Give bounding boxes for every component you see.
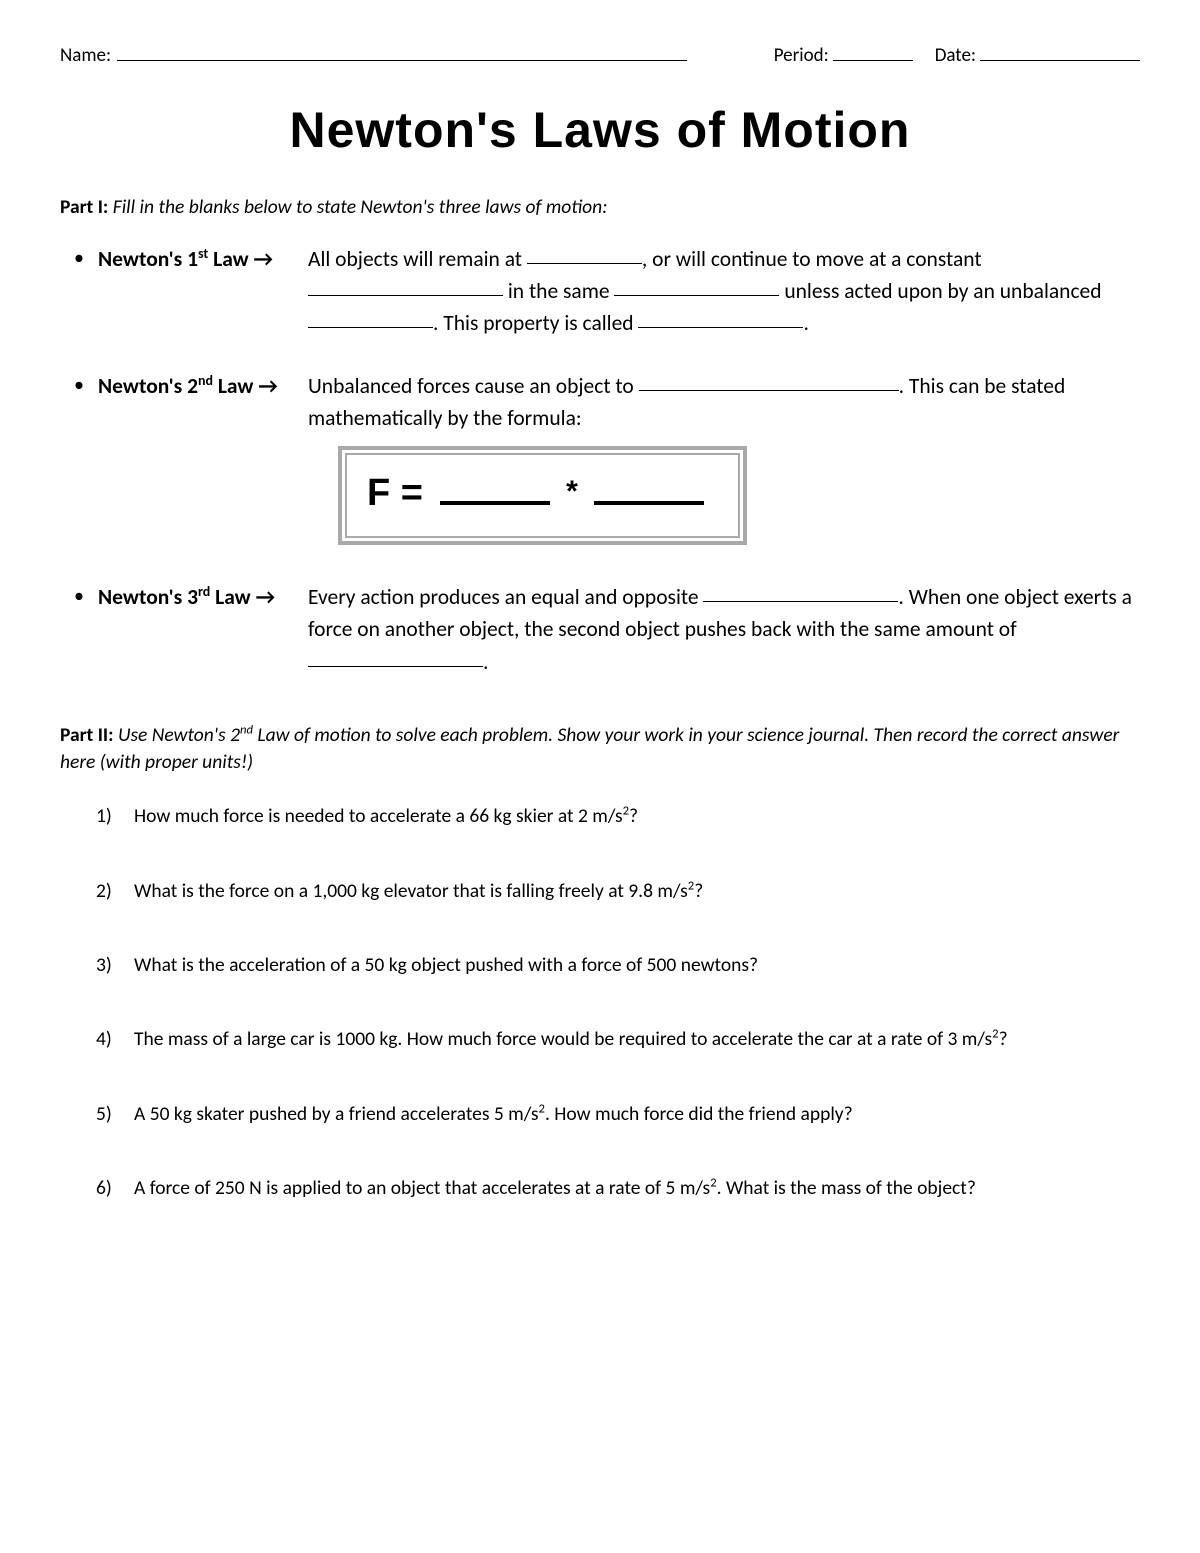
law-1-ord: st — [198, 245, 208, 262]
part1-label: Part I: — [60, 195, 108, 219]
law-2: • Newton's 2nd Law → Unbalanced forces c… — [60, 370, 1140, 552]
period-blank[interactable] — [833, 40, 913, 61]
header: Name: Period: Date: — [60, 40, 1140, 67]
law-1-body: All objects will remain at , or will con… — [308, 243, 1140, 340]
law3-seg3: . — [483, 649, 488, 675]
problem-text: The mass of a large car is 1000 kg. How … — [134, 1025, 1140, 1053]
problems-list: 1) How much force is needed to accelerat… — [60, 802, 1140, 1202]
problem-5: 5) A 50 kg skater pushed by a friend acc… — [96, 1100, 1140, 1128]
arrow-icon: → — [258, 373, 277, 399]
q-a: A force of 250 N is applied to an object… — [134, 1176, 710, 1200]
part2-instr-ord: nd — [240, 722, 253, 737]
problem-2: 2) What is the force on a 1,000 kg eleva… — [96, 877, 1140, 905]
formula-f: F = — [367, 472, 434, 514]
problem-text: A 50 kg skater pushed by a friend accele… — [134, 1100, 1140, 1128]
q-b: . How much force did the friend apply? — [545, 1102, 853, 1126]
law1-blank2[interactable] — [308, 275, 503, 297]
law1-seg6: . — [803, 310, 808, 336]
law2-blank1[interactable] — [639, 369, 899, 391]
law1-seg4: unless acted upon by an unbalanced — [779, 278, 1101, 304]
problem-num: 4) — [96, 1025, 134, 1053]
part2-instructions: Use Newton's 2nd Law of motion to solve … — [60, 723, 1119, 774]
name-blank[interactable] — [117, 40, 687, 61]
problem-4: 4) The mass of a large car is 1000 kg. H… — [96, 1025, 1140, 1053]
law-2-body: Unbalanced forces cause an object to . T… — [308, 370, 1140, 552]
law2-seg1: Unbalanced forces cause an object to — [308, 373, 639, 399]
problem-text: What is the force on a 1,000 kg elevator… — [134, 877, 1140, 905]
part1-instructions: Fill in the blanks below to state Newton… — [113, 195, 608, 219]
law-1-label: Newton's 1st Law → — [98, 243, 308, 340]
problem-1: 1) How much force is needed to accelerat… — [96, 802, 1140, 830]
formula-blank2[interactable] — [594, 473, 704, 505]
formula-box: F = * — [338, 446, 1140, 545]
q-b: ? — [999, 1027, 1008, 1051]
arrow-icon: → — [254, 246, 273, 272]
q-b: ? — [694, 879, 703, 903]
law1-seg1: All objects will remain at — [308, 246, 527, 272]
problem-num: 2) — [96, 877, 134, 905]
law1-blank3[interactable] — [614, 275, 779, 297]
problem-num: 1) — [96, 802, 134, 830]
law-2-ord: nd — [198, 371, 213, 388]
law-3: • Newton's 3rd Law → Every action produc… — [60, 581, 1140, 678]
part1-heading: Part I: Fill in the blanks below to stat… — [60, 195, 1140, 219]
name-label: Name: — [60, 44, 111, 67]
law1-seg2: , or will continue to move at a constant — [642, 246, 982, 272]
problem-num: 5) — [96, 1100, 134, 1128]
law3-seg1: Every action produces an equal and oppos… — [308, 584, 703, 610]
law-3-prefix: Newton's 3 — [98, 584, 198, 610]
worksheet-page: Name: Period: Date: Newton's Laws of Mot… — [0, 0, 1200, 1553]
law-2-label: Newton's 2nd Law → — [98, 370, 308, 552]
laws-list: • Newton's 1st Law → All objects will re… — [60, 243, 1140, 678]
law-1-prefix: Newton's 1 — [98, 246, 198, 272]
problem-num: 6) — [96, 1174, 134, 1202]
law3-blank2[interactable] — [308, 645, 483, 667]
q-a: What is the force on a 1,000 kg elevator… — [134, 879, 688, 903]
problem-text: How much force is needed to accelerate a… — [134, 802, 1140, 830]
formula: F = * — [345, 453, 740, 538]
law-3-label: Newton's 3rd Law → — [98, 581, 308, 678]
part2-heading: Part II: Use Newton's 2nd Law of motion … — [60, 722, 1140, 777]
problem-6: 6) A force of 250 N is applied to an obj… — [96, 1174, 1140, 1202]
arrow-icon: → — [256, 584, 275, 610]
law-2-suffix: Law — [213, 373, 253, 399]
law-3-suffix: Law — [210, 584, 250, 610]
problem-text: A force of 250 N is applied to an object… — [134, 1174, 1140, 1202]
law1-seg5: . This property is called — [433, 310, 638, 336]
law1-blank1[interactable] — [527, 242, 642, 264]
law-2-prefix: Newton's 2 — [98, 373, 198, 399]
formula-blank1[interactable] — [440, 473, 550, 505]
law1-blank5[interactable] — [638, 307, 803, 329]
page-title: Newton's Laws of Motion — [60, 101, 1140, 159]
bullet-icon: • — [60, 243, 98, 340]
law-1-suffix: Law — [208, 246, 248, 272]
problem-3: 3) What is the acceleration of a 50 kg o… — [96, 951, 1140, 979]
date-blank[interactable] — [980, 40, 1140, 61]
problem-num: 3) — [96, 951, 134, 979]
bullet-icon: • — [60, 581, 98, 678]
formula-star: * — [566, 475, 578, 508]
law3-blank1[interactable] — [703, 581, 898, 603]
problem-text: What is the acceleration of a 50 kg obje… — [134, 951, 1140, 979]
q-b: ? — [629, 804, 638, 828]
law-3-ord: rd — [198, 583, 210, 600]
law1-seg3: in the same — [503, 278, 614, 304]
period-label: Period: — [774, 44, 829, 67]
q-a: The mass of a large car is 1000 kg. How … — [134, 1027, 992, 1051]
part2-label: Part II: — [60, 723, 114, 747]
law-3-body: Every action produces an equal and oppos… — [308, 581, 1140, 678]
date-label: Date: — [935, 44, 976, 67]
part2-instr-a: Use Newton's 2 — [118, 723, 240, 747]
q-a: A 50 kg skater pushed by a friend accele… — [134, 1102, 539, 1126]
law1-blank4[interactable] — [308, 307, 433, 329]
q-b: . What is the mass of the object? — [717, 1176, 976, 1200]
bullet-icon: • — [60, 370, 98, 552]
q-a: How much force is needed to accelerate a… — [134, 804, 623, 828]
law-1: • Newton's 1st Law → All objects will re… — [60, 243, 1140, 340]
